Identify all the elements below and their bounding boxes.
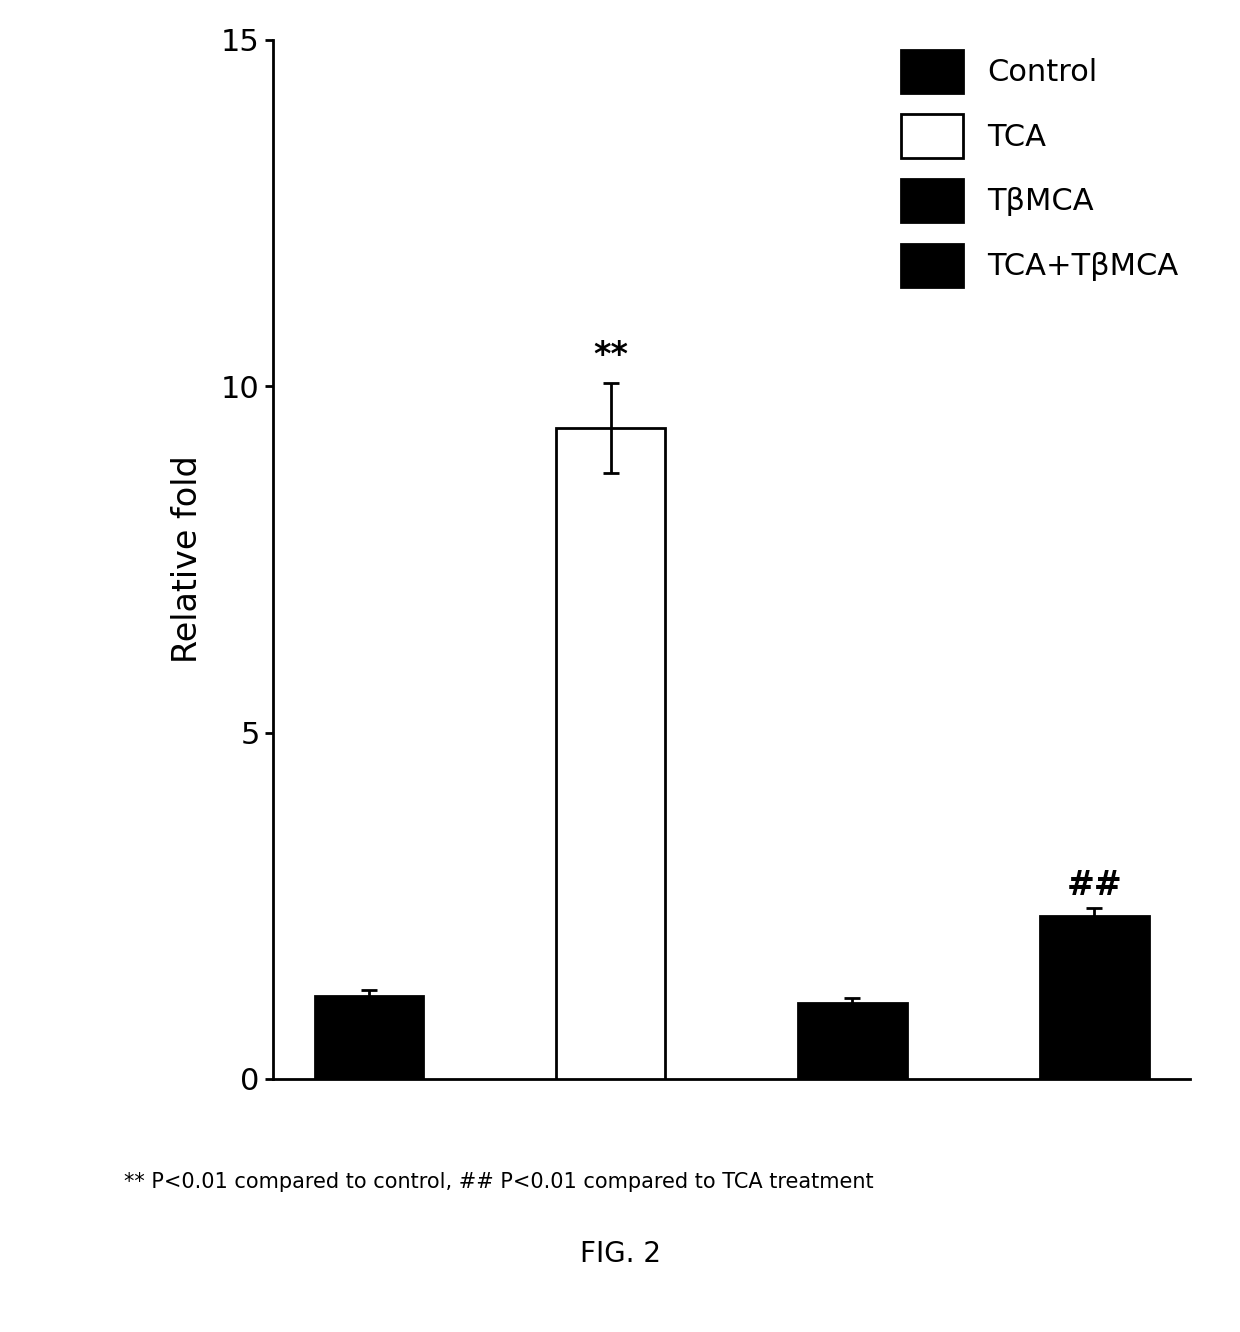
Legend: Control, TCA, TβMCA, TCA+TβMCA: Control, TCA, TβMCA, TCA+TβMCA <box>887 35 1193 302</box>
Text: ##: ## <box>1066 870 1122 902</box>
Text: ** P<0.01 compared to control, ## P<0.01 compared to TCA treatment: ** P<0.01 compared to control, ## P<0.01… <box>124 1172 874 1192</box>
Bar <box>315 996 423 1079</box>
Text: **: ** <box>593 340 629 373</box>
Bar <box>557 428 665 1079</box>
Text: FIG. 2: FIG. 2 <box>579 1240 661 1268</box>
Bar <box>1040 916 1148 1079</box>
Bar <box>799 1003 906 1079</box>
Y-axis label: Relative fold: Relative fold <box>171 456 205 663</box>
